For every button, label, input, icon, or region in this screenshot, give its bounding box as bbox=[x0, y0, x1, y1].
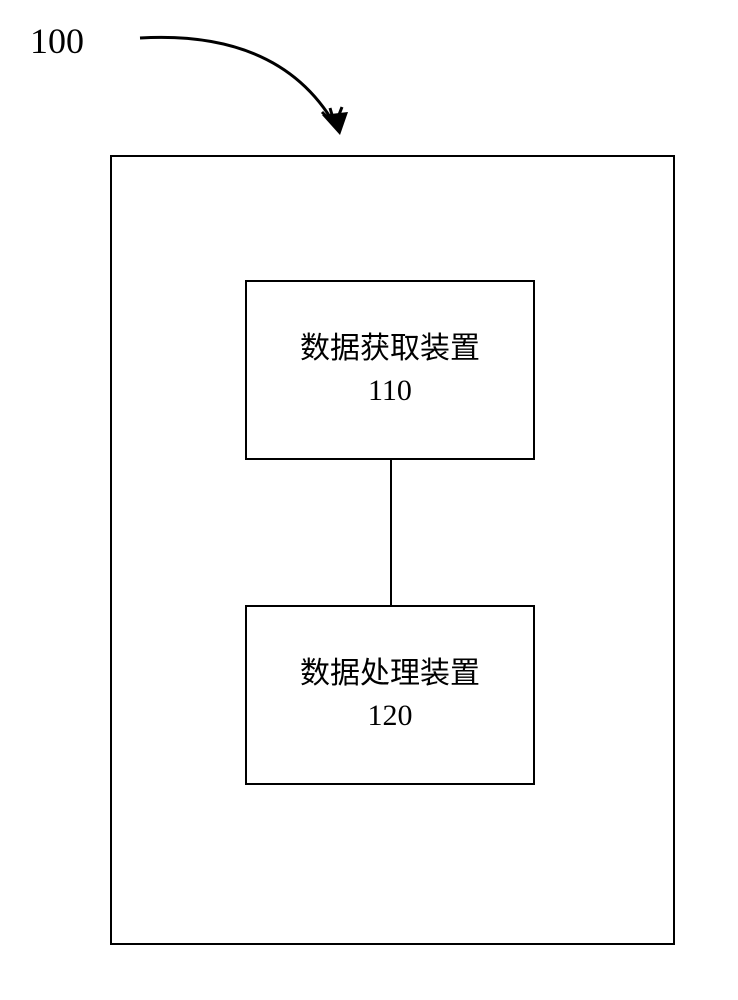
data-acquisition-number: 110 bbox=[368, 370, 412, 412]
data-acquisition-label: 数据获取装置 bbox=[300, 328, 480, 370]
data-processing-number: 120 bbox=[368, 695, 413, 737]
vertical-connector-line bbox=[390, 460, 392, 605]
system-container-box bbox=[110, 155, 675, 945]
data-acquisition-module-box: 数据获取装置 110 bbox=[245, 280, 535, 460]
data-processing-module-box: 数据处理装置 120 bbox=[245, 605, 535, 785]
data-processing-label: 数据处理装置 bbox=[300, 653, 480, 695]
